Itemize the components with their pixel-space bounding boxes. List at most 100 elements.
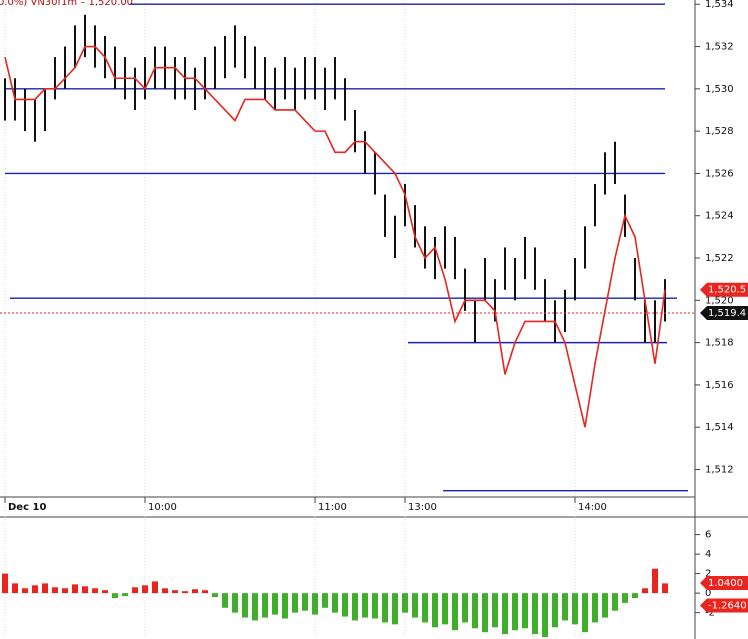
histogram-bar [152,581,158,594]
histogram-bar [462,593,468,623]
histogram-bar [252,593,258,621]
histogram-bar [172,590,178,594]
histogram-bar [232,593,238,613]
price-tag [700,598,748,613]
y-tick-label: 1,516 [705,380,734,391]
y-tick-label: 1,524 [705,211,734,222]
price-tag [700,282,748,297]
y-tick-label: 1,512 [705,465,734,476]
histogram-bar [402,593,408,613]
histogram-bar [112,593,118,599]
histogram-bar [512,593,518,631]
histogram-bar [122,593,128,597]
histogram-bar [142,585,148,594]
histogram-bar [442,593,448,625]
y-tick-label: 1,530 [705,84,734,95]
histogram-bar [12,583,18,594]
histogram-bar [582,593,588,633]
y-tick-label: 1,514 [705,422,734,433]
x-tick-label: 13:00 [408,502,437,513]
histogram-bar [642,588,648,594]
histogram-bar [132,587,138,594]
histogram-bar [72,584,78,594]
y-tick-label: 1,532 [705,42,734,53]
histogram-bar [552,593,558,628]
histogram-bar [362,593,368,618]
y-tick-label: 1,526 [705,168,734,179]
histogram-bar [2,573,8,594]
histogram-bar [542,593,548,638]
price-tag-label: 1.0400 [708,578,743,589]
histogram-bar [262,593,268,618]
histogram-bar [652,568,658,594]
x-tick-label: 10:00 [148,502,177,513]
histogram-bar [522,593,528,629]
histogram-bar [612,593,618,611]
histogram-bar [102,590,108,594]
y-tick-label: 2 [705,569,711,580]
histogram-bar [412,593,418,618]
histogram-bar [312,593,318,615]
y-tick-label: 6 [705,530,711,541]
histogram-bar [662,583,668,594]
histogram-bar [342,593,348,617]
histogram-bar [472,593,478,629]
x-tick-label: 11:00 [318,502,347,513]
histogram-bar [32,585,38,594]
histogram-bar [212,593,218,598]
histogram-bar [292,593,298,613]
histogram-bar [532,593,538,635]
histogram-bar [492,593,498,628]
histogram-bar [592,593,598,623]
histogram-bar [392,593,398,625]
histogram-bar [432,593,438,628]
y-tick-label: 1,520 [705,295,734,306]
histogram-bar [422,593,428,623]
histogram-bar [42,583,48,594]
histogram-bar [502,593,508,635]
y-tick-label: 1,522 [705,253,734,264]
price-tag [700,306,748,321]
histogram-bar [92,588,98,594]
histogram-bar [162,588,168,594]
histogram-bar [572,593,578,625]
histogram-bar [632,593,638,599]
y-tick-label: -2 [705,608,715,619]
histogram-bar [82,586,88,594]
histogram-bar [282,593,288,619]
x-tick-label: Dec 10 [8,502,46,513]
x-tick-label: 14:00 [578,502,607,513]
chart-title: 0.0%) VN30f1m – 1,520.00 [0,0,133,8]
histogram-bar [202,590,208,594]
price-tag [700,575,748,590]
histogram-bar [452,593,458,631]
histogram-bar [272,593,278,615]
histogram-bar [332,593,338,613]
histogram-bar [562,593,568,621]
price-tag-label: -1.2640 [708,600,747,611]
histogram-bar [482,593,488,633]
y-tick-label: 4 [705,549,711,560]
price-tag-label: 1,519.4 [708,308,746,319]
histogram-bar [382,593,388,623]
histogram-bar [222,593,228,608]
histogram-bar [622,593,628,603]
y-tick-label: 1,518 [705,338,734,349]
histogram-bar [372,593,378,619]
price-tag-label: 1,520.5 [708,285,746,296]
histogram-bar [62,588,68,594]
y-tick-label: 1,534 [705,0,734,10]
histogram-bar [52,587,58,594]
histogram-bar [182,591,188,594]
y-tick-label: 0 [705,588,711,599]
histogram-bar [192,589,198,594]
histogram-bar [322,593,328,608]
histogram-bar [302,593,308,611]
histogram-bar [22,588,28,594]
histogram-bar [242,593,248,618]
price-line [4,45,666,428]
histogram-bar [352,593,358,621]
